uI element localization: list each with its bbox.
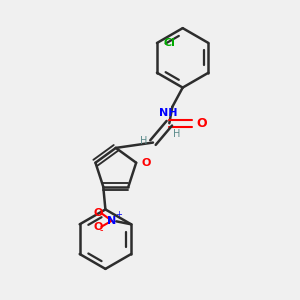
Text: O: O — [93, 222, 103, 232]
Text: H: H — [140, 136, 148, 146]
Text: O: O — [196, 117, 207, 130]
Text: Cl: Cl — [164, 38, 175, 48]
Text: +: + — [115, 210, 122, 219]
Text: NH: NH — [159, 108, 177, 118]
Text: O: O — [142, 158, 151, 168]
Text: -: - — [99, 225, 103, 235]
Text: H: H — [173, 129, 180, 139]
Text: N: N — [107, 216, 116, 226]
Text: O: O — [93, 208, 103, 218]
